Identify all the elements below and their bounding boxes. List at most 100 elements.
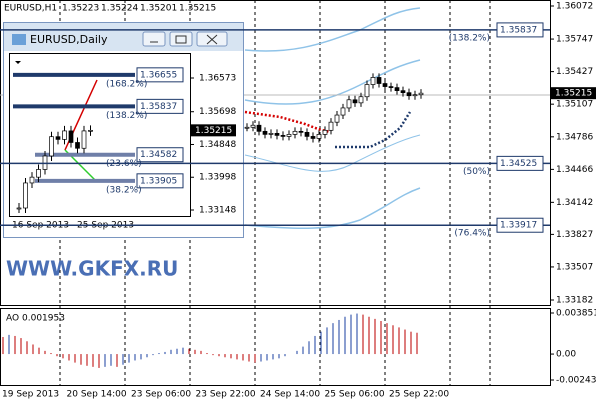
ao-label: 0.00 — [556, 350, 576, 360]
indicator-value: 0.001953 — [22, 314, 65, 324]
level-box — [136, 173, 184, 189]
candle — [23, 182, 28, 209]
candle — [250, 124, 256, 128]
candle — [310, 136, 316, 139]
candle — [346, 99, 352, 109]
candle — [394, 87, 400, 91]
level-price: 1.35837 — [140, 102, 177, 112]
current-price: 1.35215 — [555, 89, 592, 99]
symbol: EURUSD,H1 — [4, 4, 57, 14]
candle — [316, 134, 322, 139]
ao-label: 0.003851 — [556, 309, 596, 319]
maximize-button[interactable] — [169, 31, 193, 47]
candle — [412, 94, 418, 97]
candle — [418, 92, 424, 96]
level-price: 1.33905 — [140, 176, 177, 186]
window-icon — [12, 34, 26, 45]
candle — [256, 124, 262, 132]
level-price: 1.34582 — [140, 150, 177, 160]
price-label: 1.35107 — [556, 100, 593, 110]
level-percent: (138.2%) — [449, 33, 490, 43]
indicator-name: AO — [6, 314, 19, 324]
candle — [328, 121, 334, 131]
minimize-button[interactable] — [142, 31, 166, 47]
candle — [49, 136, 54, 157]
level-box — [136, 98, 184, 114]
level-percent: (168.2%) — [106, 79, 147, 89]
candle — [352, 99, 358, 104]
level-percent: (23.6%) — [106, 159, 142, 169]
candle — [376, 77, 382, 84]
candle — [36, 169, 41, 178]
price-label: 1.33182 — [556, 296, 593, 306]
candle — [75, 142, 80, 149]
price-label: 1.33148 — [199, 206, 236, 216]
candle — [62, 130, 67, 140]
sar-dots-red — [244, 110, 331, 134]
main-frame — [0, 0, 551, 306]
candle — [81, 130, 87, 149]
quote: 1.35223 — [62, 4, 99, 14]
price-label: 1.33827 — [556, 230, 593, 240]
candle — [340, 107, 346, 116]
price-label: 1.34466 — [556, 165, 593, 175]
price-label: 1.34786 — [556, 132, 593, 142]
price-label: 1.34142 — [556, 198, 593, 208]
candle — [16, 207, 22, 210]
quote: 1.35201 — [140, 4, 177, 14]
level-box — [496, 217, 544, 233]
current-price: 1.35215 — [195, 126, 232, 136]
time-label: 25 Sep 06:00 — [325, 390, 385, 400]
window-title: EURUSD,Daily — [30, 33, 108, 46]
current-price-box — [191, 124, 236, 137]
price-label: 1.33507 — [556, 262, 593, 272]
level-price: 1.36655 — [140, 70, 177, 80]
candle — [334, 114, 340, 123]
window-arrow — [15, 61, 21, 64]
window-chart-frame — [9, 53, 191, 217]
time-label: 25 Sep 22:00 — [389, 390, 449, 400]
candle — [364, 84, 370, 98]
candle — [55, 136, 61, 140]
price-label: 1.35698 — [199, 107, 236, 117]
level-percent: (138.2%) — [106, 111, 147, 121]
candle — [68, 130, 74, 143]
candle — [382, 83, 388, 87]
indicator-frame — [0, 308, 551, 386]
envelopes — [244, 7, 421, 229]
quote: 1.35215 — [179, 4, 216, 14]
candle — [400, 90, 406, 94]
candle — [292, 130, 298, 135]
candle — [88, 129, 93, 132]
level-percent: (38.2%) — [106, 185, 142, 195]
time-label: 23 Sep 22:00 — [196, 390, 256, 400]
candle — [268, 133, 274, 135]
candle — [370, 77, 376, 85]
candle — [29, 176, 35, 184]
price-label: 1.35747 — [556, 35, 593, 45]
daily-window[interactable]: EURUSD,Daily 1.36573 1.35698 1.34848 1.3399… — [3, 22, 244, 238]
level-price: 1.34525 — [500, 159, 537, 169]
sar-dots-blue — [335, 111, 412, 149]
candle — [298, 130, 304, 133]
price-label: 1.34848 — [199, 140, 236, 150]
level-percent: (76.4%) — [454, 229, 490, 239]
price-label: 1.35427 — [556, 67, 593, 77]
candle — [286, 134, 292, 137]
level-price: 1.33917 — [500, 221, 537, 231]
candle — [280, 135, 286, 137]
quote: 1.35224 — [101, 4, 138, 14]
candle — [262, 130, 268, 135]
price-label: 1.36072 — [556, 2, 593, 12]
watermark: WWW.GKFX.RU — [6, 257, 178, 281]
level-price: 1.35837 — [500, 25, 537, 35]
candle — [244, 126, 250, 129]
current-price-box — [551, 87, 596, 100]
time-label: 23 Sep 06:00 — [131, 390, 191, 400]
candle — [274, 133, 280, 136]
candle — [322, 129, 328, 135]
level-box — [496, 22, 544, 38]
ao-label: -0.002432 — [556, 376, 596, 386]
candle — [304, 131, 310, 137]
